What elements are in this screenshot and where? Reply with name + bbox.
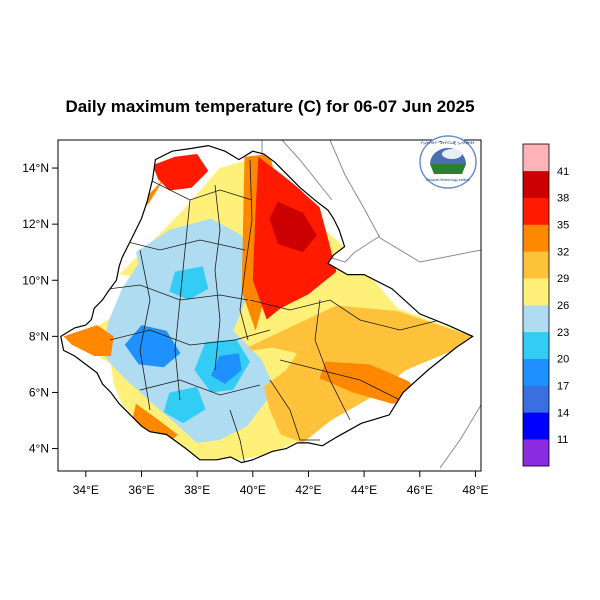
y-tick-label: 4°N (29, 442, 49, 456)
logo-sub-text: Ethiopian Meteorology Institute (426, 178, 470, 182)
colorbar-label: 38 (557, 193, 569, 205)
temperature-region-3 (124, 325, 181, 368)
colorbar-label: 35 (557, 220, 569, 232)
y-axis-ticks: 14°N 12°N 10°N 8°N 6°N 4°N (22, 161, 58, 456)
admin-line-7 (249, 299, 441, 331)
admin-line-2 (149, 179, 253, 201)
admin-line-10 (174, 199, 191, 401)
colorbar-bin (523, 439, 549, 467)
x-tick-label: 46°E (407, 483, 433, 497)
colorbar-label: 17 (557, 381, 569, 393)
logo-cloud-icon (442, 149, 462, 159)
x-axis-ticks: 34°E 36°E 38°E 40°E 42°E 44°E 46°E 48°E (73, 471, 489, 497)
logo-ground (430, 164, 466, 174)
colorbar-label: 23 (557, 327, 569, 339)
red-sea-coast (329, 140, 481, 263)
ethiopia-border (60, 144, 474, 464)
temperature-region-7 (163, 386, 206, 424)
x-tick-label: 36°E (128, 483, 154, 497)
djibouti-border (331, 235, 381, 263)
x-tick-label: 34°E (73, 483, 99, 497)
admin-line-14 (229, 409, 246, 463)
region-layer (63, 154, 473, 463)
colorbar-bin (523, 385, 549, 413)
colorbar-label: 32 (557, 246, 569, 258)
colorbar-bin (523, 170, 549, 198)
temperature-region-6 (169, 266, 209, 300)
x-tick-label: 40°E (240, 483, 266, 497)
eritrea-coast-line (281, 140, 333, 201)
map-frame (57, 139, 482, 472)
map-frame-content (60, 140, 481, 469)
y-tick-label: 10°N (22, 273, 49, 287)
logo-arc-text: የኢትዮጵያ ሜትዮሮሎጂ ኢንስቲትዩት (421, 140, 475, 145)
colorbar-label: 29 (557, 273, 569, 285)
admin-line-6 (139, 379, 261, 396)
colorbar-label: 20 (557, 354, 569, 366)
colorbar-bin (523, 278, 549, 306)
admin-line-5 (109, 329, 271, 346)
x-tick-label: 44°E (351, 483, 377, 497)
temperature-region-16 (269, 201, 317, 253)
colorbar-label: 26 (557, 300, 569, 312)
somalia-coast (439, 404, 481, 469)
x-tick-label: 48°E (462, 483, 488, 497)
map-title: Daily maximum temperature (C) for 06-07 … (65, 97, 475, 116)
colorbar-frame (522, 143, 550, 467)
colorbar-bin (523, 358, 549, 386)
temperature-region-9 (319, 361, 429, 404)
admin-line-9 (269, 379, 320, 441)
x-tick-label: 42°E (295, 483, 321, 497)
y-tick-label: 12°N (22, 217, 49, 231)
colorbar-bin (523, 305, 549, 333)
institute-logo: የኢትዮጵያ ሜትዮሮሎጂ ኢንስቲትዩት Ethiopian Meteorol… (419, 135, 477, 189)
colorbar-bin (523, 331, 549, 359)
y-tick-label: 6°N (29, 385, 49, 399)
colorbar-bin (523, 251, 549, 279)
colorbar-label: 11 (557, 434, 568, 446)
colorbar-bin (523, 412, 549, 440)
colorbar-bin (523, 224, 549, 252)
colorbar: 11 14 17 20 23 26 29 32 35 38 41 (522, 143, 569, 467)
admin-boundaries (99, 159, 441, 463)
colorbar-bin (523, 144, 549, 172)
admin-line-12 (214, 184, 221, 371)
temperature-region-13 (152, 154, 209, 191)
temperature-fields (63, 154, 473, 463)
admin-line-13 (139, 249, 151, 411)
x-tick-label: 38°E (184, 483, 210, 497)
colorbar-label: 14 (557, 407, 569, 419)
admin-line-11 (314, 299, 351, 421)
colorbar-label: 41 (557, 166, 569, 178)
y-tick-label: 14°N (22, 161, 49, 175)
y-tick-label: 8°N (29, 329, 49, 343)
temperature-region-10 (63, 325, 114, 356)
admin-line-3 (119, 239, 246, 251)
temperature-region-5 (211, 353, 242, 384)
colorbar-bin (523, 197, 549, 225)
